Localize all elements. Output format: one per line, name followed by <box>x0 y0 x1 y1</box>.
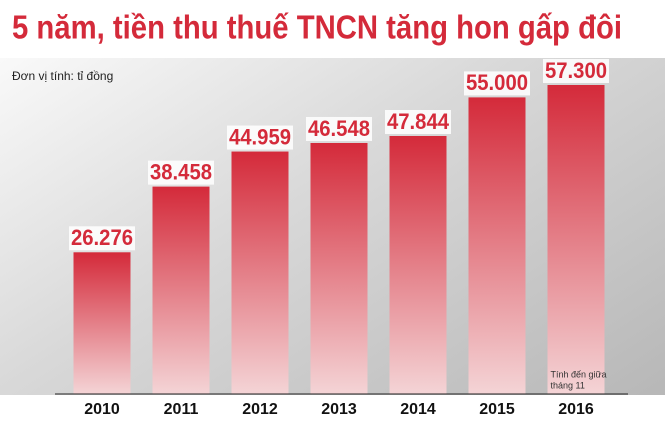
x-tick-label: 2012 <box>242 401 278 418</box>
title-band <box>0 0 665 58</box>
bar <box>152 186 210 394</box>
value-label-bg <box>227 125 293 150</box>
value-label-bg <box>306 116 372 141</box>
value-label: 47.844 <box>387 109 450 134</box>
bar <box>389 135 447 394</box>
chart-title: 5 năm, tiền thu thuế TNCN tăng hon gấp đ… <box>12 9 622 46</box>
bar <box>231 151 289 394</box>
x-tick-label: 2011 <box>164 401 199 418</box>
value-label-bg <box>148 160 214 185</box>
x-tick-label: 2010 <box>84 401 120 418</box>
value-label: 38.458 <box>150 159 212 184</box>
value-label-bg <box>543 59 609 83</box>
chart-subtitle: Đơn vị tính: tỉ đồng <box>12 69 113 83</box>
annotation: tháng 11 <box>551 380 585 390</box>
value-label: 55.000 <box>466 70 528 95</box>
value-label-bg <box>385 109 451 134</box>
value-label: 57.300 <box>545 58 607 83</box>
bar <box>310 142 368 394</box>
bar <box>468 97 526 395</box>
value-label: 26.276 <box>71 225 133 250</box>
value-label-bg <box>69 226 135 251</box>
x-tick-label: 2015 <box>479 401 515 418</box>
x-tick-label: 2013 <box>321 401 357 418</box>
axis-band <box>0 395 665 424</box>
x-tick-label: 2016 <box>558 401 594 418</box>
value-label: 46.548 <box>308 116 370 141</box>
annotation: Tính đến giữa <box>551 369 607 379</box>
bar <box>73 252 131 394</box>
x-tick-label: 2014 <box>400 401 436 418</box>
bar <box>547 85 605 394</box>
value-label: 44.959 <box>229 124 291 149</box>
value-label-bg <box>464 71 530 96</box>
